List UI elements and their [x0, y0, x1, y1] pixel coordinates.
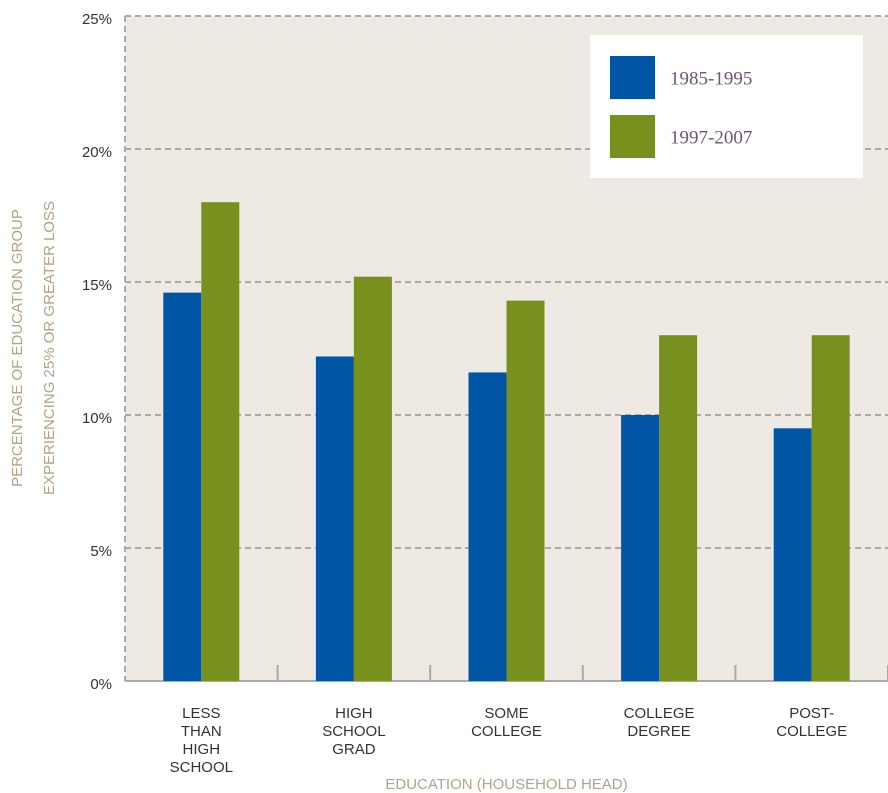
- y-tick-label: 10%: [82, 410, 112, 427]
- x-axis-label: EDUCATION (HOUSEHOLD HEAD): [385, 776, 627, 793]
- x-tick-label: HIGH SCHOOL GRAD: [322, 705, 385, 758]
- x-tick-label: POST-COLLEGE: [776, 705, 847, 740]
- y-tick-label: 15%: [82, 277, 112, 294]
- bar: [468, 372, 507, 681]
- legend-label: 1985-1995: [670, 68, 752, 89]
- y-axis-label: PERCENTAGE OF EDUCATION GROUP EXPERIENCIN…: [9, 201, 58, 495]
- y-tick-label: 20%: [82, 144, 112, 161]
- bar: [621, 415, 660, 681]
- bar: [201, 202, 240, 681]
- legend-swatch: [610, 56, 655, 99]
- y-tick-label: 0%: [90, 676, 112, 693]
- bar: [353, 276, 392, 681]
- x-tick-label: COLLEGE DEGREE: [624, 705, 695, 740]
- bar: [659, 335, 698, 681]
- legend-label: 1997-2007: [670, 127, 752, 148]
- y-tick-label: 25%: [82, 11, 112, 28]
- y-tick-label: 5%: [90, 543, 112, 560]
- bar: [163, 292, 202, 681]
- bar: [811, 335, 850, 681]
- bar: [773, 428, 812, 681]
- bar: [315, 356, 354, 681]
- x-tick-label: SOME COLLEGE: [471, 705, 542, 740]
- bar: [506, 300, 545, 681]
- x-tick-label: LESS THAN HIGH SCHOOL: [170, 705, 233, 776]
- legend-swatch: [610, 115, 655, 158]
